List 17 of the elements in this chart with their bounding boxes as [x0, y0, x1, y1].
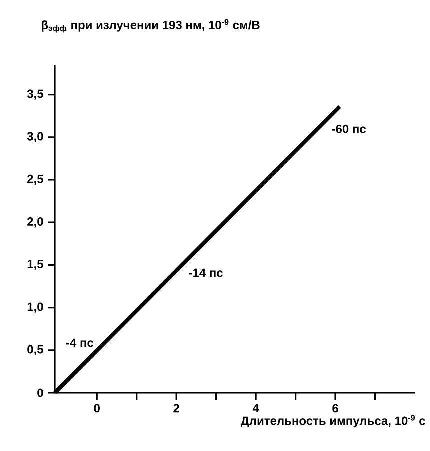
y-tick-label: 0,5 [28, 345, 44, 356]
y-tick-label: 2,5 [28, 174, 44, 186]
y-tick-label: 1,0 [28, 302, 44, 313]
y-axis-title: β$_{эфф}$ при излучении 193 нм, 10$^{-9}$ см/В [42, 19, 260, 33]
y-tick-label: 3,0 [27, 132, 44, 143]
annotation: -14 пс [189, 268, 223, 278]
y-tick-label: 1,5 [28, 260, 44, 270]
x-tick-label: 4 [252, 404, 260, 412]
x-tick-label: 0 [94, 404, 100, 413]
x-tick-label: 2 [174, 404, 180, 413]
y-tick-label: 2,0 [28, 217, 44, 228]
annotation: -60 пс [332, 124, 366, 134]
y-tick-label: 0 [38, 388, 44, 398]
annotation: -4 пс [66, 338, 94, 348]
x-tick-label: 6 [332, 404, 338, 413]
y-tick-label: 3,5 [27, 90, 44, 100]
x-axis-title: Длительность импульса, 10$^{-9}$ с [240, 415, 426, 428]
